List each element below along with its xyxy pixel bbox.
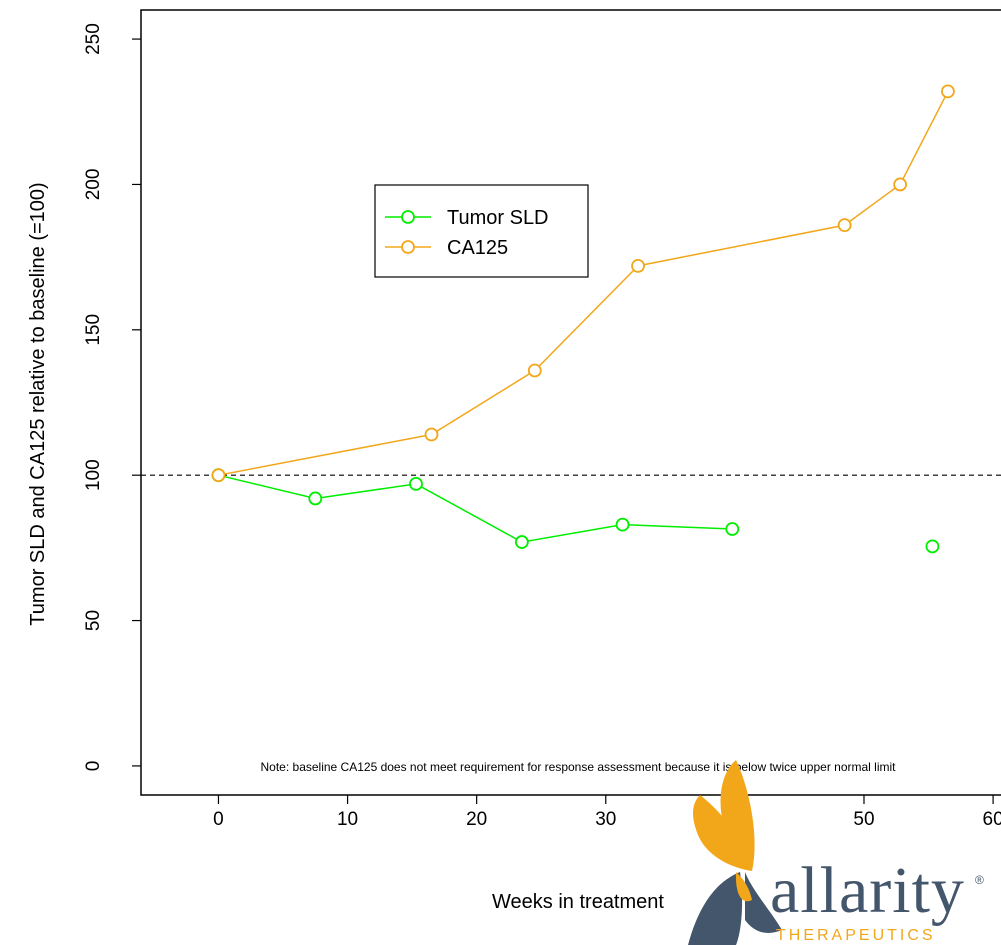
data-point-ca125 — [893, 177, 908, 192]
butterfly-logo-icon — [688, 760, 782, 945]
x-tick-label: 30 — [595, 809, 616, 830]
y-tick-label: 150 — [83, 314, 104, 346]
legend: Tumor SLD CA125 — [374, 184, 589, 278]
allarity-logo: allarity ® THERAPEUTICS — [688, 760, 984, 945]
logo-wordmark: allarity — [770, 854, 965, 927]
y-tick-label: 250 — [83, 23, 104, 55]
x-tick-label: 60 — [983, 809, 1001, 830]
series-line-ca125 — [218, 91, 949, 476]
data-point-tumor-sld — [514, 535, 529, 549]
data-point-tumor-sld — [925, 539, 940, 554]
legend-swatch-marker-ca125 — [401, 240, 415, 254]
series-layer — [211, 84, 955, 554]
legend-label-ca125: CA125 — [447, 237, 508, 259]
data-point-ca125 — [941, 84, 955, 99]
legend-label-tumor-sld: Tumor SLD — [447, 207, 549, 229]
chart-note: Note: baseline CA125 does not meet requi… — [261, 760, 897, 774]
y-tick-label: 50 — [83, 610, 104, 631]
legend-swatch-marker-tumor-sld — [401, 210, 415, 224]
plot-frame — [140, 9, 1001, 796]
y-tick-label: 0 — [83, 761, 104, 772]
data-point-tumor-sld — [409, 477, 423, 491]
legend-box — [374, 184, 589, 278]
x-tick-label: 20 — [466, 809, 487, 830]
y-axis: 0 50 100 150 200 250 — [83, 23, 141, 771]
y-tick-label: 100 — [83, 459, 104, 491]
data-point-tumor-sld — [725, 522, 740, 536]
data-point-ca125 — [527, 363, 542, 378]
x-tick-label: 50 — [853, 809, 874, 830]
data-point-ca125 — [424, 427, 439, 442]
data-point-tumor-sld — [308, 491, 323, 506]
y-axis-title: Tumor SLD and CA125 relative to baseline… — [27, 182, 49, 625]
data-point-ca125 — [211, 468, 226, 483]
x-axis-title: Weeks in treatment — [492, 891, 664, 913]
series-line-tumor-sld — [218, 474, 733, 543]
logo-registered-mark: ® — [975, 873, 984, 887]
data-point-tumor-sld — [615, 517, 630, 532]
data-point-ca125 — [631, 258, 645, 273]
x-tick-label: 0 — [213, 809, 224, 830]
x-axis: 0102030405060 — [213, 795, 1001, 830]
logo-tagline: THERAPEUTICS — [776, 927, 936, 944]
data-point-ca125 — [837, 218, 852, 233]
x-tick-label: 10 — [337, 809, 358, 830]
y-tick-label: 200 — [83, 169, 104, 201]
